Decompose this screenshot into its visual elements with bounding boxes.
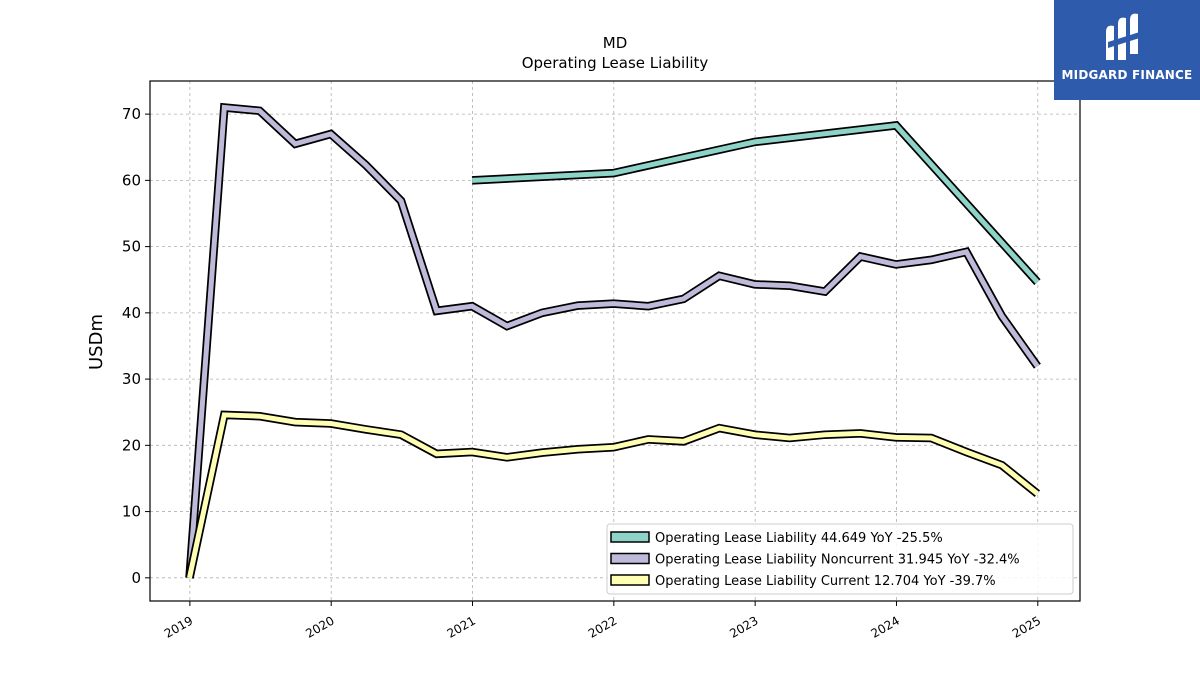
legend-swatch-1: [610, 531, 650, 543]
y-tick-label: 50: [122, 238, 141, 256]
legend-label-2: Operating Lease Liability Noncurrent 31.…: [655, 553, 1020, 568]
y-tick-label: 0: [131, 569, 141, 587]
chart-subtitle: Operating Lease Liability: [522, 54, 709, 72]
grid: [150, 81, 1080, 601]
legend: Operating Lease Liability 44.649 YoY -25…: [606, 523, 1074, 595]
chart-title: MD: [603, 34, 628, 52]
x-tick-label: 2019: [162, 613, 195, 640]
x-tick-label: 2023: [727, 613, 760, 640]
y-tick-label: 70: [122, 105, 141, 123]
legend-box: [606, 523, 1074, 595]
y-tick-label: 40: [122, 304, 141, 322]
y-tick-label: 30: [122, 370, 141, 388]
x-tick-label: 2020: [303, 613, 336, 640]
brand-logo: MIDGARD FINANCE: [1054, 0, 1200, 100]
y-axis-label: USDm: [86, 314, 107, 370]
y-tick-label: 10: [122, 503, 141, 521]
legend-swatch-2: [610, 552, 650, 565]
legend-label-1: Operating Lease Liability 44.649 YoY -25…: [655, 531, 943, 546]
x-tick-label: 2021: [445, 613, 478, 640]
series-line-3: [187, 412, 1039, 579]
logo-mark-icon: [1106, 13, 1146, 61]
series-lines: [185, 102, 1041, 579]
y-tick-label: 20: [122, 436, 141, 454]
series-line-1: [471, 122, 1040, 284]
plot-area-frame: [149, 80, 1081, 602]
axes: 0 10 20 30 40 50 60 70 2019 2020 2021 2022 2023 2024 2…: [122, 105, 1043, 641]
y-tick-label: 60: [122, 171, 141, 189]
x-tick-label: 2024: [869, 613, 902, 640]
x-tick-label: 2025: [1010, 613, 1043, 640]
legend-label-3: Operating Lease Liability Current 12.704…: [655, 574, 996, 589]
series-line-2: [187, 104, 1040, 578]
brand-name: MIDGARD FINANCE: [1061, 68, 1193, 82]
legend-swatch-3: [610, 574, 650, 586]
x-tick-label: 2022: [586, 613, 619, 640]
